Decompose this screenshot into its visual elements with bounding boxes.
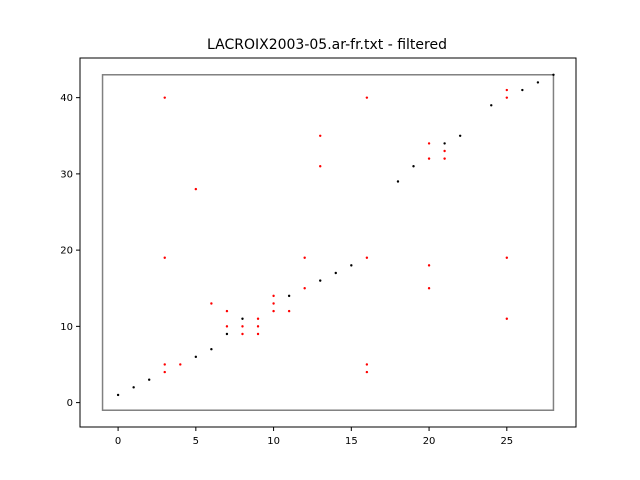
points-layer [116,73,555,397]
data-point [552,73,555,76]
data-point [365,363,369,366]
y-tick-label: 10 [60,322,73,333]
data-point [350,264,353,267]
data-point [427,264,431,267]
data-point [132,386,135,389]
x-tick-label: 5 [193,436,199,447]
data-point [303,287,306,290]
data-point [256,332,260,336]
data-point [365,256,369,259]
data-point [458,134,462,137]
data-point [505,88,509,92]
data-point [241,332,244,336]
plot-area-border [79,57,577,428]
data-point [521,88,524,92]
data-point [163,256,166,259]
data-point [319,165,322,168]
data-point [365,96,369,99]
data-point [287,309,291,313]
x-tick-label: 15 [345,436,358,447]
data-point [256,325,260,328]
data-point [272,309,275,313]
data-point [163,363,166,366]
y-axis: 0 10 20 30 40 [60,93,80,409]
data-point [319,279,322,282]
data-point [210,302,213,305]
data-point [396,180,400,183]
data-point [505,96,509,99]
data-point [194,187,198,191]
data-point [116,393,120,397]
data-point [272,302,275,305]
data-point [303,256,306,259]
data-point [163,370,166,374]
data-point [210,348,213,351]
data-point [334,271,337,275]
y-tick-label: 30 [60,169,73,180]
data-point [256,317,260,320]
x-tick-label: 10 [267,436,280,447]
data-point [365,370,369,374]
data-point [443,157,446,160]
x-tick-label: 20 [423,436,436,447]
data-point [287,294,291,298]
data-point [225,325,229,328]
y-tick-label: 0 [67,398,73,409]
data-point [443,142,446,145]
data-point [505,317,509,320]
chart-title: LACROIX2003-05.ar-fr.txt - filtered [207,37,447,53]
data-point [147,378,151,381]
data-point [272,294,275,298]
x-tick-label: 25 [500,436,513,447]
x-tick-label: 0 [115,436,121,447]
data-point [179,363,182,366]
y-tick-label: 20 [60,246,73,257]
data-point [427,157,431,160]
data-point [427,142,431,145]
data-point [505,256,509,259]
y-tick-label: 40 [60,93,73,104]
data-point [241,325,244,328]
frame-layer [101,74,555,411]
data-point [427,287,431,290]
data-point [412,165,415,168]
data-point [225,309,229,313]
data-point [163,96,166,99]
frame-rect [101,74,555,411]
data-point [225,332,229,336]
data-point [443,149,446,153]
data-point [536,81,540,84]
data-point [241,317,244,320]
data-point [490,104,493,107]
data-point [194,355,198,359]
x-axis: 0 5 10 15 20 25 [115,427,513,447]
data-point [319,134,322,137]
